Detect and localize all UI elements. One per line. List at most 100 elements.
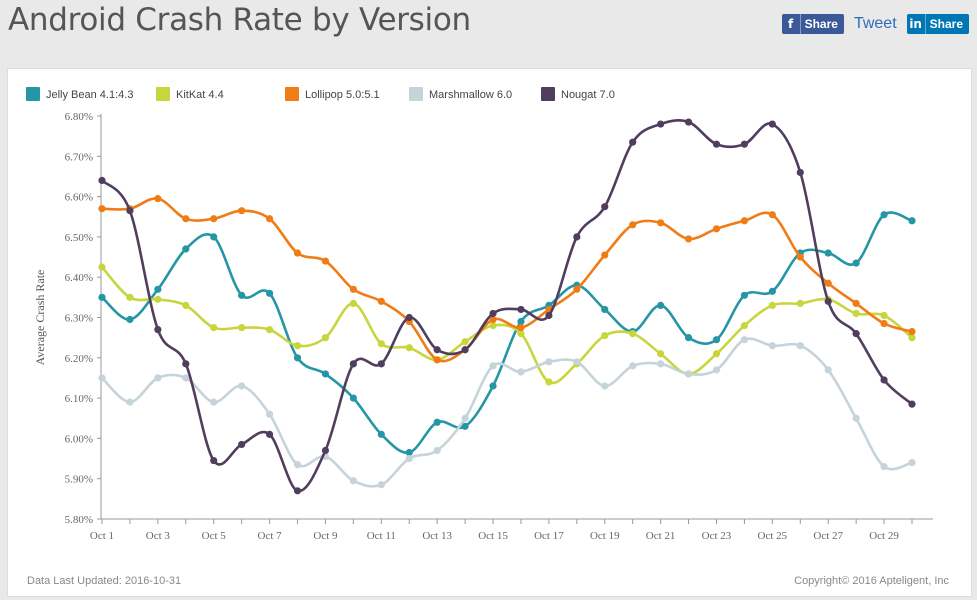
data-point-kitkat-4-4[interactable] [908, 334, 916, 342]
data-point-jelly-bean-4-1-4-3[interactable] [321, 370, 330, 378]
data-point-marshmallow-6-0[interactable] [601, 382, 609, 390]
data-point-marshmallow-6-0[interactable] [824, 366, 832, 374]
data-point-nougat-7-0[interactable] [712, 140, 721, 148]
data-point-lollipop-5-0-5-1[interactable] [349, 285, 357, 293]
data-point-nougat-7-0[interactable] [824, 297, 832, 305]
data-point-jelly-bean-4-1-4-3[interactable] [98, 293, 106, 301]
data-point-jelly-bean-4-1-4-3[interactable] [238, 291, 246, 299]
data-point-marshmallow-6-0[interactable] [433, 446, 441, 455]
data-point-jelly-bean-4-1-4-3[interactable] [489, 382, 497, 390]
data-point-kitkat-4-4[interactable] [321, 334, 330, 342]
data-point-jelly-bean-4-1-4-3[interactable] [405, 448, 413, 457]
data-point-lollipop-5-0-5-1[interactable] [433, 356, 441, 364]
data-point-marshmallow-6-0[interactable] [461, 414, 469, 422]
data-point-jelly-bean-4-1-4-3[interactable] [852, 259, 860, 267]
data-point-lollipop-5-0-5-1[interactable] [880, 319, 888, 328]
data-point-kitkat-4-4[interactable] [182, 301, 190, 310]
data-point-kitkat-4-4[interactable] [210, 323, 218, 332]
data-point-nougat-7-0[interactable] [210, 456, 218, 465]
data-point-marshmallow-6-0[interactable] [377, 481, 385, 489]
data-point-nougat-7-0[interactable] [852, 330, 860, 338]
data-point-nougat-7-0[interactable] [265, 430, 274, 438]
data-point-marshmallow-6-0[interactable] [852, 414, 860, 422]
data-point-lollipop-5-0-5-1[interactable] [601, 251, 609, 259]
data-point-lollipop-5-0-5-1[interactable] [293, 249, 302, 257]
legend-label-lollipop-5-0-5-1[interactable]: Lollipop 5.0:5.1 [305, 89, 380, 101]
data-point-jelly-bean-4-1-4-3[interactable] [349, 394, 357, 402]
data-point-lollipop-5-0-5-1[interactable] [154, 195, 162, 203]
data-point-nougat-7-0[interactable] [796, 168, 804, 177]
data-point-jelly-bean-4-1-4-3[interactable] [601, 305, 609, 314]
data-point-marshmallow-6-0[interactable] [265, 410, 274, 418]
data-point-kitkat-4-4[interactable] [98, 263, 106, 271]
data-point-nougat-7-0[interactable] [629, 138, 637, 146]
data-point-lollipop-5-0-5-1[interactable] [321, 257, 330, 265]
data-point-kitkat-4-4[interactable] [405, 344, 413, 352]
data-point-lollipop-5-0-5-1[interactable] [712, 225, 721, 233]
data-point-marshmallow-6-0[interactable] [98, 374, 106, 382]
data-point-lollipop-5-0-5-1[interactable] [489, 315, 497, 324]
data-point-lollipop-5-0-5-1[interactable] [98, 205, 106, 213]
legend-swatch-jelly-bean-4-1-4-3[interactable] [26, 87, 40, 101]
data-point-marshmallow-6-0[interactable] [182, 374, 190, 382]
data-point-jelly-bean-4-1-4-3[interactable] [154, 285, 162, 293]
data-point-lollipop-5-0-5-1[interactable] [265, 215, 274, 223]
data-point-jelly-bean-4-1-4-3[interactable] [461, 422, 469, 430]
data-point-marshmallow-6-0[interactable] [126, 398, 134, 406]
data-point-lollipop-5-0-5-1[interactable] [740, 217, 749, 225]
data-point-lollipop-5-0-5-1[interactable] [657, 219, 665, 227]
data-point-marshmallow-6-0[interactable] [210, 398, 218, 406]
data-point-kitkat-4-4[interactable] [852, 309, 860, 318]
data-point-kitkat-4-4[interactable] [712, 350, 721, 358]
legend-label-marshmallow-6-0[interactable]: Marshmallow 6.0 [429, 89, 512, 101]
legend-swatch-nougat-7-0[interactable] [541, 87, 555, 101]
data-point-marshmallow-6-0[interactable] [768, 342, 776, 350]
data-point-marshmallow-6-0[interactable] [796, 342, 804, 350]
data-point-kitkat-4-4[interactable] [880, 311, 888, 320]
data-point-lollipop-5-0-5-1[interactable] [182, 215, 190, 223]
tweet-button[interactable]: Tweet [853, 15, 897, 32]
data-point-kitkat-4-4[interactable] [489, 321, 497, 330]
data-point-nougat-7-0[interactable] [684, 118, 693, 126]
data-point-marshmallow-6-0[interactable] [740, 336, 749, 344]
data-point-nougat-7-0[interactable] [238, 440, 246, 449]
data-point-nougat-7-0[interactable] [880, 376, 888, 384]
data-point-jelly-bean-4-1-4-3[interactable] [265, 289, 274, 297]
data-point-kitkat-4-4[interactable] [768, 301, 776, 310]
data-point-nougat-7-0[interactable] [154, 325, 162, 334]
data-point-kitkat-4-4[interactable] [265, 325, 274, 334]
data-point-nougat-7-0[interactable] [545, 311, 553, 320]
data-point-jelly-bean-4-1-4-3[interactable] [880, 211, 888, 219]
data-point-jelly-bean-4-1-4-3[interactable] [293, 354, 302, 362]
data-point-lollipop-5-0-5-1[interactable] [908, 328, 916, 336]
data-point-kitkat-4-4[interactable] [154, 295, 162, 303]
data-point-nougat-7-0[interactable] [321, 446, 330, 455]
data-point-marshmallow-6-0[interactable] [880, 463, 888, 471]
data-point-marshmallow-6-0[interactable] [573, 358, 581, 366]
legend-swatch-marshmallow-6-0[interactable] [409, 87, 423, 101]
data-point-marshmallow-6-0[interactable] [293, 460, 302, 469]
data-point-nougat-7-0[interactable] [405, 313, 413, 322]
data-point-jelly-bean-4-1-4-3[interactable] [210, 233, 218, 241]
data-point-jelly-bean-4-1-4-3[interactable] [740, 291, 749, 299]
data-point-marshmallow-6-0[interactable] [684, 370, 693, 378]
data-point-kitkat-4-4[interactable] [461, 338, 469, 346]
data-point-lollipop-5-0-5-1[interactable] [768, 211, 776, 219]
data-point-lollipop-5-0-5-1[interactable] [824, 279, 832, 287]
data-point-marshmallow-6-0[interactable] [154, 374, 162, 382]
data-point-nougat-7-0[interactable] [573, 233, 581, 241]
data-point-nougat-7-0[interactable] [293, 487, 302, 495]
data-point-nougat-7-0[interactable] [768, 120, 776, 128]
data-point-marshmallow-6-0[interactable] [908, 458, 916, 467]
data-point-lollipop-5-0-5-1[interactable] [629, 221, 637, 229]
legend-label-jelly-bean-4-1-4-3[interactable]: Jelly Bean 4.1:4.3 [46, 89, 133, 101]
data-point-nougat-7-0[interactable] [98, 176, 106, 185]
data-point-lollipop-5-0-5-1[interactable] [852, 299, 860, 307]
data-point-lollipop-5-0-5-1[interactable] [238, 207, 246, 215]
data-point-nougat-7-0[interactable] [489, 309, 497, 318]
data-point-jelly-bean-4-1-4-3[interactable] [768, 287, 776, 295]
data-point-nougat-7-0[interactable] [433, 346, 441, 354]
linkedin-share-button[interactable]: in Share [906, 14, 969, 34]
data-point-jelly-bean-4-1-4-3[interactable] [684, 334, 693, 342]
data-point-kitkat-4-4[interactable] [601, 332, 609, 340]
